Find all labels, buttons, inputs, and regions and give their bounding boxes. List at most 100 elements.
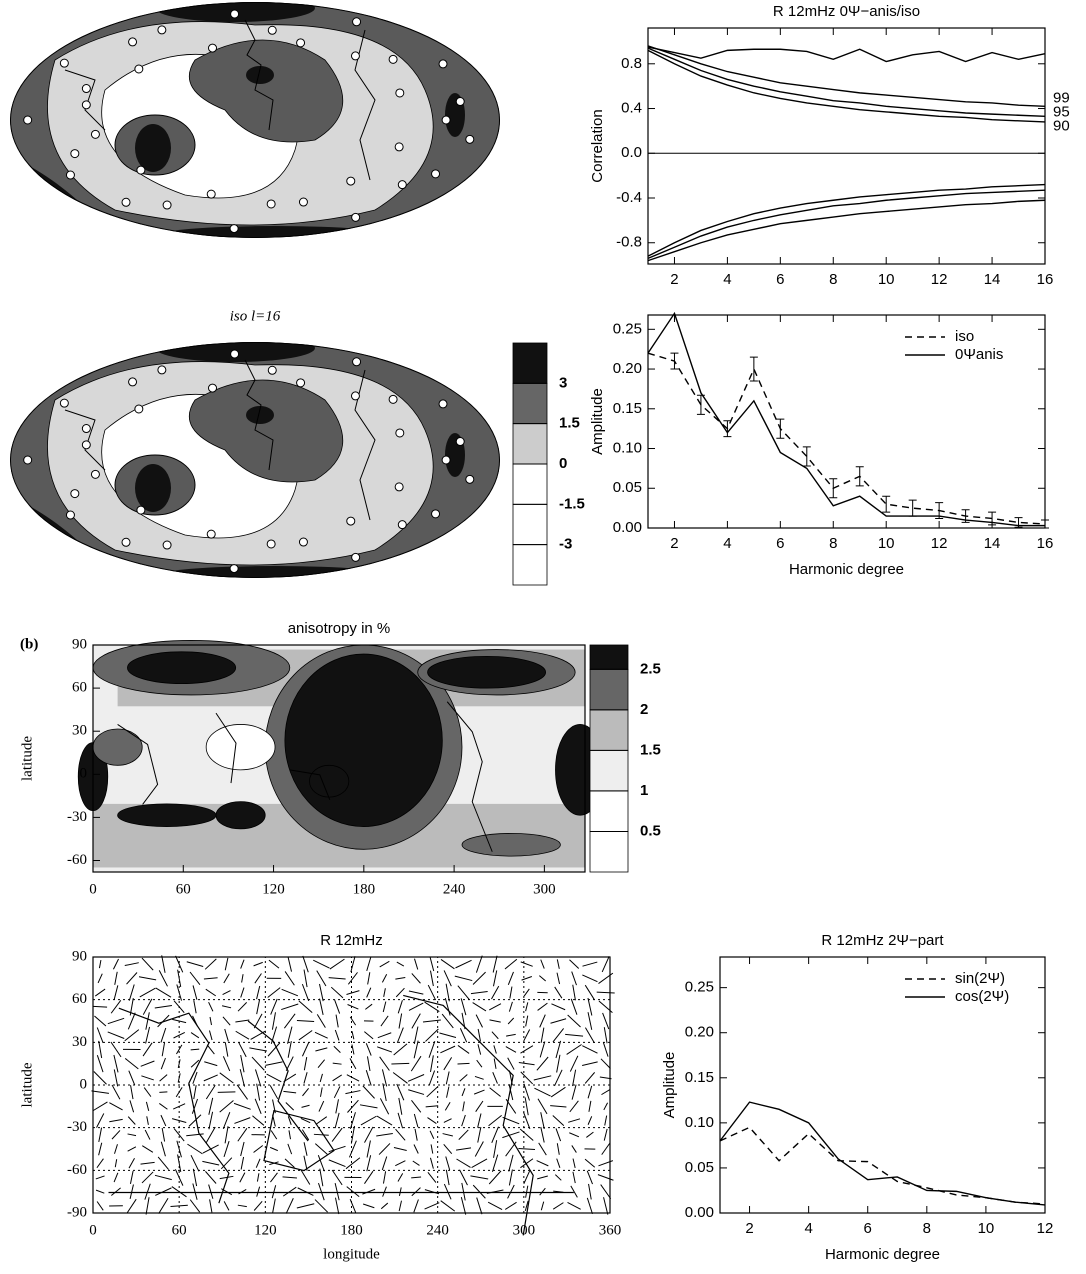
- x-tick-label: 300: [513, 1222, 536, 1238]
- vector-dash: [586, 1170, 593, 1185]
- station-marker: [81, 424, 91, 434]
- vector-dash: [203, 1074, 218, 1082]
- vector-dash: [382, 1083, 387, 1102]
- y-tick-label: 0.25: [685, 979, 714, 996]
- station-marker: [441, 115, 451, 125]
- vector-dash: [296, 1203, 315, 1209]
- station-marker: [65, 170, 75, 180]
- vector-dash: [552, 1115, 565, 1127]
- colorbar-cell: [589, 668, 629, 711]
- station-marker: [70, 149, 80, 159]
- vector-dash: [539, 1041, 546, 1058]
- y-axis-label: Amplitude: [589, 388, 606, 455]
- vector-dash: [129, 1184, 134, 1199]
- colorbar-cell: [512, 423, 548, 465]
- x-tick-label: 4: [723, 271, 731, 288]
- vector-dash: [301, 983, 310, 1002]
- series-line: [647, 352, 1046, 525]
- y-axis-label: Correlation: [589, 109, 606, 182]
- error-bar: [670, 352, 679, 370]
- vector-dash: [303, 1056, 308, 1071]
- colorbar-cell: [512, 382, 548, 425]
- y-tick-label: 60: [72, 680, 87, 696]
- vector-dash: [556, 959, 560, 969]
- vector-dash: [110, 1041, 122, 1058]
- y-tick-label: 0.20: [685, 1024, 714, 1041]
- vector-dash: [430, 1055, 434, 1073]
- station-marker: [296, 38, 306, 48]
- vector-dash: [113, 1172, 119, 1183]
- vector-dash: [319, 1168, 324, 1187]
- y-tick-label: 30: [72, 723, 87, 739]
- station-marker: [229, 224, 239, 234]
- vector-dash: [440, 1045, 456, 1054]
- chart-title: R 12mHz: [320, 932, 383, 949]
- vector-dash: [508, 1169, 513, 1186]
- station-marker: [296, 378, 306, 388]
- vector-dash: [234, 1117, 251, 1124]
- vector-dash: [300, 1170, 311, 1185]
- vector-dash: [427, 1117, 437, 1124]
- colorbar-cell: [589, 644, 629, 670]
- vector-dash: [601, 1089, 611, 1096]
- vector-dash: [330, 986, 344, 999]
- vector-dash: [222, 990, 231, 995]
- station-marker: [23, 455, 33, 465]
- vector-dash: [208, 1002, 214, 1012]
- globe-blob: [155, 2, 315, 22]
- vector-dash: [502, 1116, 520, 1125]
- error-bar-line: [776, 418, 785, 439]
- station-marker: [59, 58, 69, 68]
- vector-dash: [253, 961, 263, 967]
- vector-dash: [97, 973, 103, 984]
- series-line: [647, 49, 1046, 123]
- vector-dash: [193, 1000, 197, 1014]
- vector-dash: [159, 1103, 168, 1110]
- vector-dash: [237, 1204, 247, 1208]
- error-bar-line: [855, 466, 864, 487]
- vector-dash: [127, 1116, 136, 1125]
- vector-dash: [209, 1199, 213, 1213]
- vector-dash: [113, 985, 119, 1000]
- vector-dash: [489, 1087, 501, 1097]
- vector-dash: [301, 1104, 310, 1108]
- vector-dash: [254, 1098, 262, 1115]
- vector-dash: [319, 1087, 323, 1097]
- vector-dash: [584, 1072, 596, 1084]
- station-marker: [465, 474, 475, 484]
- vector-dash: [410, 1055, 422, 1072]
- vector-dash: [459, 1169, 468, 1186]
- vector-dash: [364, 1170, 374, 1184]
- vector-dash: [551, 1003, 566, 1011]
- y-tick-label: 30: [72, 1034, 87, 1050]
- vector-dash: [140, 1161, 155, 1165]
- x-tick-label: 12: [931, 271, 948, 288]
- error-bar: [1041, 519, 1049, 529]
- vector-dash: [155, 1187, 172, 1196]
- vector-dash: [397, 1173, 404, 1182]
- vector-dash: [428, 1070, 436, 1086]
- x-tick-label: 10: [978, 1220, 995, 1237]
- vector-dash: [383, 988, 386, 997]
- vector-dash: [313, 959, 330, 969]
- vector-dash: [204, 1061, 218, 1067]
- vector-dash: [536, 1160, 549, 1167]
- station-marker: [267, 365, 277, 375]
- vector-dash: [379, 960, 390, 968]
- vector-dash: [143, 1087, 152, 1097]
- vector-dash: [459, 1074, 468, 1082]
- vector-dash: [396, 1027, 404, 1044]
- vector-dash: [288, 1130, 292, 1140]
- vector-dash: [219, 1100, 234, 1113]
- vector-dash: [141, 1145, 154, 1153]
- vector-dash: [460, 998, 467, 1016]
- vector-dash: [408, 1089, 425, 1095]
- vector-dash: [392, 1072, 408, 1084]
- vector-dash: [144, 1129, 151, 1140]
- vector-dash: [458, 1129, 469, 1140]
- vector-dash: [222, 1112, 231, 1130]
- vector-dash: [223, 1201, 230, 1211]
- globe-blob: [246, 66, 274, 84]
- vector-dash: [507, 1017, 515, 1025]
- vector-dash: [350, 1125, 355, 1144]
